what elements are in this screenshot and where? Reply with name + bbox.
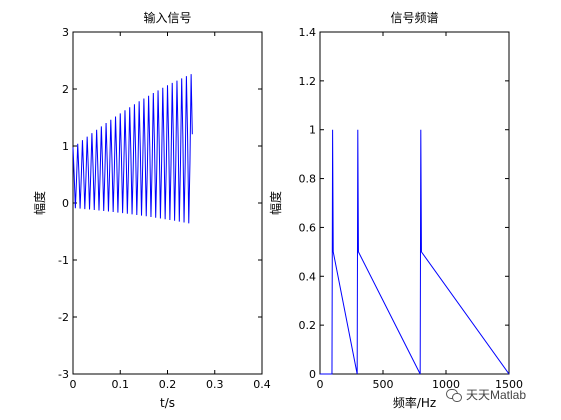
x-tick-label: 0.1 xyxy=(112,378,130,391)
x-tick-label: 0.3 xyxy=(206,378,224,391)
spectrum-plot-ticks: 0 500 1000 1500 0 0.2 0.4 0.6 0.8 1 1.2 1.4 xyxy=(299,26,524,391)
time-plot-ticks: 0 0.1 0.2 0.3 0.4 -3 -2 -1 0 1 2 3 xyxy=(58,26,271,391)
spectrum-plot-frame xyxy=(319,31,510,375)
spectrum-plot-xlabel: 频率/Hz xyxy=(393,395,436,410)
x-tick-label: 0 xyxy=(317,378,324,391)
y-tick-label: -2 xyxy=(58,311,69,324)
time-plot-ylabel: 幅度 xyxy=(32,191,47,215)
y-tick-label: 1 xyxy=(62,140,69,153)
y-tick-label: 0 xyxy=(62,197,69,210)
x-tick-label: 500 xyxy=(373,378,394,391)
time-plot: 0 0.1 0.2 0.3 0.4 -3 -2 -1 0 1 2 3 输入信号 t/s 幅度 xyxy=(32,10,271,410)
y-tick-label: 1.4 xyxy=(299,26,317,39)
spectrum-plot-title: 信号频谱 xyxy=(390,11,438,25)
y-tick-label: 0.8 xyxy=(299,173,317,186)
y-tick-label: -1 xyxy=(58,254,69,267)
spectrum-plot-ylabel: 幅度 xyxy=(268,191,283,215)
time-signal-line xyxy=(72,74,193,224)
x-tick-label: 0 xyxy=(70,378,77,391)
y-tick-label: 0.4 xyxy=(299,270,317,283)
y-tick-label: 0.6 xyxy=(299,221,317,234)
time-plot-title: 输入信号 xyxy=(143,10,191,25)
y-tick-label: 0.2 xyxy=(299,319,317,332)
x-tick-label: 0.2 xyxy=(159,378,177,391)
watermark: 天天Matlab xyxy=(446,386,526,403)
y-tick-label: 1 xyxy=(309,124,316,137)
y-tick-label: 1.2 xyxy=(299,75,317,88)
y-tick-label: 2 xyxy=(62,83,69,96)
y-tick-label: 0 xyxy=(309,368,316,381)
time-plot-frame xyxy=(72,31,263,375)
watermark-text: 天天Matlab xyxy=(466,388,527,402)
y-tick-label: -3 xyxy=(58,368,69,381)
x-tick-label: 1000 xyxy=(432,378,460,391)
x-tick-label: 0.4 xyxy=(253,378,271,391)
spectrum-line xyxy=(320,129,510,375)
x-tick-label: 1500 xyxy=(495,378,523,391)
wechat-icon xyxy=(446,388,462,402)
spectrum-plot: 0 500 1000 1500 0 0.2 0.4 0.6 0.8 1 1.2 1.4 信号频谱 频率… xyxy=(268,11,523,410)
time-plot-xlabel: t/s xyxy=(160,396,175,410)
y-tick-label: 3 xyxy=(62,26,69,39)
